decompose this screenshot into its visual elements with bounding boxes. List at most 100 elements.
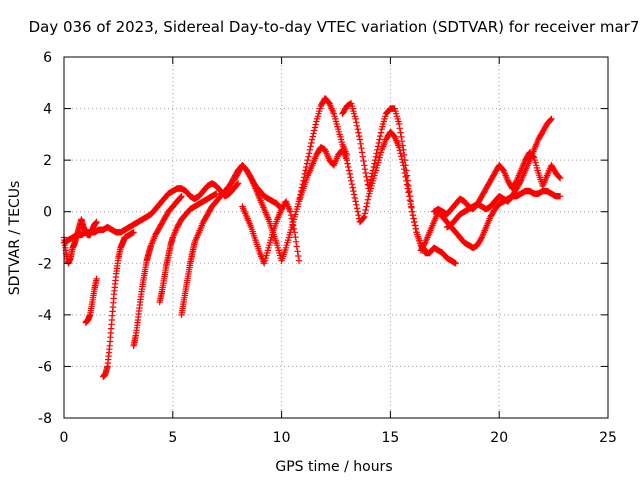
data-point (293, 243, 300, 250)
data-point (353, 201, 360, 208)
y-tick-label: 6 (43, 50, 52, 66)
y-tick-label: -8 (38, 411, 52, 427)
series-arc-3 (82, 275, 100, 326)
axis-ticks: 0 5 10 15 20 25 -8 -6 -4 -2 0 2 4 6 (38, 50, 617, 446)
data-point (395, 120, 403, 128)
data-point (359, 153, 366, 160)
data-point (344, 160, 351, 167)
data-point (402, 162, 409, 169)
data-point (178, 193, 185, 200)
data-point (409, 208, 416, 215)
data-point (397, 129, 404, 136)
data-point (350, 187, 357, 195)
data-point (305, 153, 312, 160)
data-point (292, 238, 300, 245)
data-point (400, 146, 407, 153)
data-point (311, 127, 318, 134)
y-tick-label: 4 (43, 102, 52, 118)
data-point (397, 150, 404, 157)
data-point (396, 125, 403, 132)
series-arc-8 (230, 95, 351, 264)
data-marks (60, 95, 564, 380)
data-point (343, 156, 351, 164)
data-point (309, 133, 316, 140)
data-point (372, 156, 379, 164)
data-point (403, 167, 410, 174)
data-point (368, 173, 375, 180)
data-point (177, 193, 184, 201)
data-point (287, 212, 295, 219)
data-point (373, 150, 380, 157)
data-point (406, 187, 413, 195)
x-tick-label: 10 (273, 430, 291, 446)
data-point (348, 177, 355, 184)
data-point (377, 132, 384, 140)
data-point (345, 167, 353, 174)
data-point (351, 194, 359, 202)
data-point (375, 139, 382, 147)
data-point (411, 218, 418, 226)
data-point (395, 144, 403, 151)
data-point (295, 252, 302, 260)
data-point (352, 198, 359, 205)
data-point (303, 160, 311, 167)
data-point (399, 142, 406, 149)
data-point (409, 212, 417, 219)
data-point (287, 208, 294, 215)
data-point (547, 116, 554, 123)
data-point (402, 173, 409, 181)
data-point (377, 129, 385, 136)
data-point (295, 257, 303, 264)
data-point (304, 156, 311, 164)
data-point (349, 184, 356, 191)
data-point (306, 146, 314, 153)
data-point (363, 203, 370, 210)
data-point (405, 189, 412, 196)
data-point (362, 206, 369, 214)
series-arc-6 (156, 190, 220, 306)
data-point (403, 172, 411, 179)
data-point (371, 160, 378, 167)
data-point (310, 130, 317, 137)
data-point (213, 190, 220, 197)
data-point (517, 178, 524, 186)
data-point (307, 143, 314, 150)
data-point (93, 218, 100, 226)
data-point (308, 139, 315, 147)
data-point (408, 203, 415, 210)
data-point (406, 193, 414, 200)
data-point (361, 213, 368, 221)
data-point (347, 174, 354, 181)
data-point (421, 240, 428, 248)
data-point (548, 115, 555, 123)
data-point (369, 170, 376, 177)
data-point (355, 212, 362, 219)
data-point (308, 136, 316, 143)
data-point (366, 179, 374, 186)
chart-title: Day 036 of 2023, Sidereal Day-to-day VTE… (29, 18, 640, 36)
data-point (401, 151, 408, 159)
data-point (398, 153, 405, 160)
data-point (234, 180, 242, 187)
data-point (345, 163, 352, 171)
data-point (291, 229, 298, 236)
series-arc-12 (417, 187, 564, 254)
data-point (364, 199, 371, 207)
data-point (410, 215, 417, 222)
data-point (374, 143, 382, 150)
data-point (365, 185, 372, 192)
data-point (93, 275, 100, 282)
data-point (292, 233, 299, 241)
data-point (403, 181, 411, 188)
data-point (556, 174, 563, 181)
data-point (306, 150, 313, 157)
data-point (353, 205, 361, 212)
data-point (358, 149, 366, 156)
data-point (412, 225, 419, 233)
data-point (376, 136, 383, 143)
data-point (289, 218, 296, 226)
data-point (360, 214, 367, 221)
data-point (372, 153, 380, 160)
data-point (357, 140, 364, 147)
y-tick-label: 2 (43, 153, 52, 169)
